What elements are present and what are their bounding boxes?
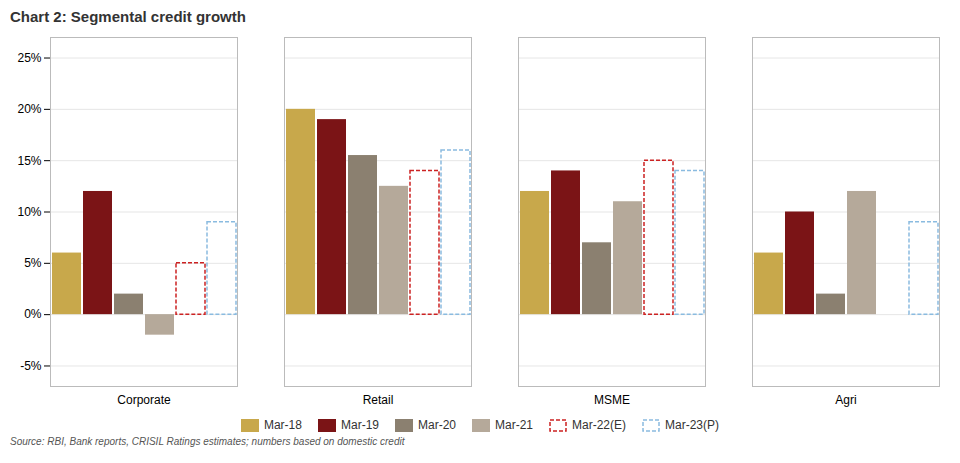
html-text:Mar-21: Mar-21: [495, 418, 533, 432]
html-text:Mar-23(P): Mar-23(P): [665, 418, 719, 432]
svg-text:5%: 5%: [24, 256, 42, 270]
svg-text:25%: 25%: [17, 51, 41, 65]
svg-text:Agri: Agri: [835, 393, 856, 407]
svg-text:10%: 10%: [17, 205, 41, 219]
html-text:Source: RBI, Bank reports, CRI: Source: RBI, Bank reports, CRISIL Rating…: [10, 436, 405, 447]
html-text:Chart 2: Segmental credit grow: Chart 2: Segmental credit growth: [10, 8, 246, 25]
svg-text:Retail: Retail: [363, 393, 394, 407]
svg-text:20%: 20%: [17, 102, 41, 116]
svg-text:-5%: -5%: [20, 359, 42, 373]
svg-text:Corporate: Corporate: [117, 393, 171, 407]
svg-text:MSME: MSME: [594, 393, 630, 407]
html-text:Mar-22(E): Mar-22(E): [572, 418, 626, 432]
svg-text:0%: 0%: [24, 307, 42, 321]
html-text:Mar-18: Mar-18: [264, 418, 302, 432]
svg-text:15%: 15%: [17, 154, 41, 168]
html-text:Mar-20: Mar-20: [418, 418, 456, 432]
html-text:Mar-19: Mar-19: [341, 418, 379, 432]
